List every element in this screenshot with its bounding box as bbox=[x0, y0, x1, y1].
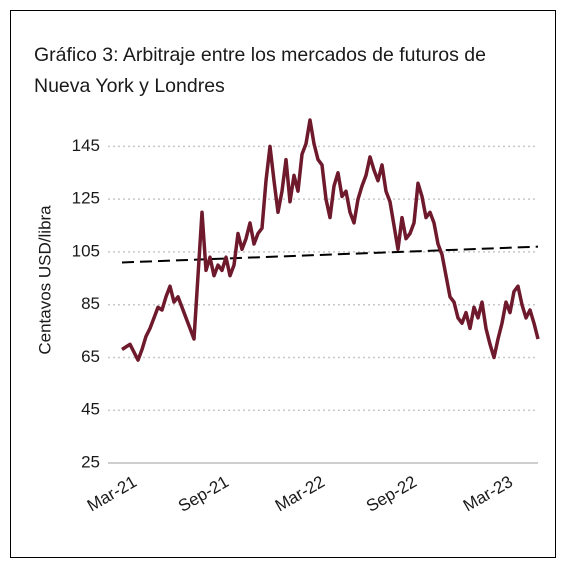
x-tick-label: Sep-22 bbox=[363, 472, 420, 516]
chart-title: Gráfico 3: Arbitraje entre los mercados … bbox=[34, 44, 486, 97]
x-tick-label: Sep-21 bbox=[175, 472, 232, 516]
x-tick-label: Mar-22 bbox=[272, 472, 328, 515]
y-tick-label: 105 bbox=[72, 241, 100, 260]
y-axis-label: Centavos USD/libra bbox=[35, 205, 54, 355]
x-tick-label: Mar-23 bbox=[460, 472, 516, 515]
y-tick-label: 125 bbox=[72, 189, 100, 208]
y-tick-label: 145 bbox=[72, 136, 100, 155]
data-line bbox=[121, 118, 540, 362]
chart-frame bbox=[10, 10, 556, 558]
y-tick-label: 85 bbox=[81, 294, 100, 313]
y-tick-label: 65 bbox=[81, 347, 100, 366]
x-tick-label: Mar-21 bbox=[84, 472, 140, 515]
trend-line bbox=[121, 245, 539, 264]
y-tick-label: 25 bbox=[81, 452, 100, 471]
y-tick-label: 45 bbox=[81, 400, 100, 419]
